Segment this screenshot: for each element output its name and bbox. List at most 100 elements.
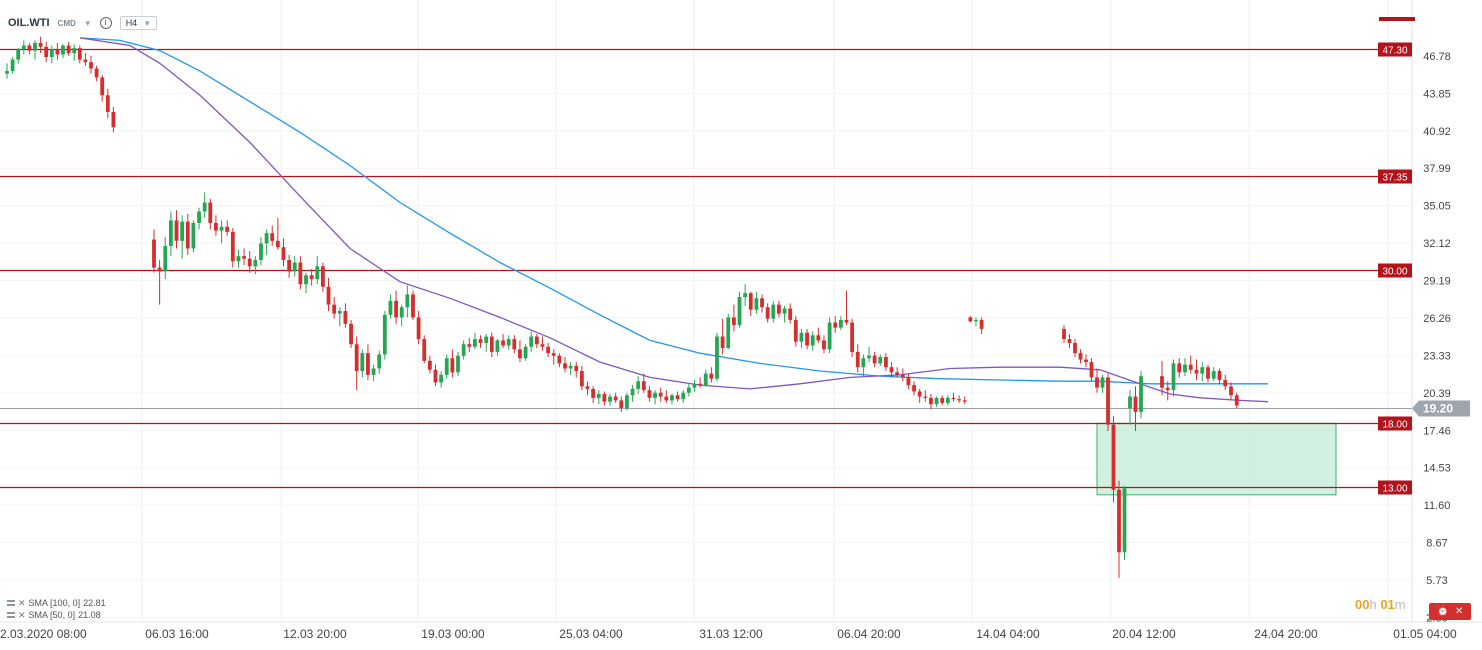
indicator-sma50[interactable]: ✕ SMA [50, 0] 21.08 <box>7 609 106 621</box>
candle-body <box>444 358 449 375</box>
candle-body <box>467 344 472 347</box>
y-tick-label: 40.92 <box>1423 126 1451 138</box>
candle-body <box>585 386 590 389</box>
candle-body <box>304 275 308 285</box>
candle-body <box>163 245 168 272</box>
candle-body <box>287 259 292 272</box>
candle-body <box>236 256 241 262</box>
candle <box>275 217 280 250</box>
candle-body <box>934 397 939 405</box>
candle-body <box>281 247 286 260</box>
candle <box>917 388 922 403</box>
candle <box>647 386 652 402</box>
candle-body <box>259 243 263 260</box>
candle <box>636 376 641 395</box>
candle-body <box>349 323 353 345</box>
candle <box>1100 374 1105 393</box>
candle <box>1133 386 1138 432</box>
candle <box>681 390 686 403</box>
close-icon[interactable]: ✕ <box>18 610 26 620</box>
candle-body <box>653 392 657 398</box>
indicator-label: SMA [50, 0] <box>28 610 76 620</box>
candle-body <box>270 233 275 241</box>
candle-body <box>1177 363 1182 373</box>
candle-body <box>105 95 110 112</box>
candle <box>185 214 190 255</box>
candle <box>557 353 562 368</box>
candle <box>77 45 82 64</box>
candle <box>72 44 77 61</box>
level-tag[interactable] <box>1378 169 1412 184</box>
level-tag[interactable] <box>1378 42 1412 57</box>
candle <box>788 303 793 324</box>
candle <box>534 334 539 349</box>
candle-body <box>371 368 376 375</box>
candle-body <box>506 339 511 346</box>
candle <box>236 249 241 268</box>
candle <box>1078 349 1083 364</box>
candle <box>1234 392 1239 409</box>
candle-body <box>174 220 179 241</box>
candle-body <box>1171 363 1176 391</box>
candle <box>456 351 460 377</box>
level-tag[interactable] <box>1378 480 1412 495</box>
candle-body <box>731 317 736 326</box>
level-tag[interactable] <box>1378 263 1412 278</box>
y-tick-label: 29.19 <box>1423 276 1451 288</box>
candle-body <box>940 397 945 403</box>
candle-body <box>906 377 911 386</box>
candle-body <box>382 314 387 355</box>
candle-body <box>760 298 764 308</box>
candle-body <box>512 339 517 350</box>
candle <box>225 220 230 236</box>
candle <box>720 318 725 355</box>
candle-body <box>923 396 928 398</box>
candle-body <box>38 42 43 47</box>
candle-body <box>61 45 65 55</box>
candle-body <box>945 397 950 403</box>
candle-body <box>518 349 522 359</box>
candle <box>427 355 432 374</box>
candle-body <box>726 317 731 349</box>
candle-body <box>461 344 466 356</box>
candle <box>473 332 477 350</box>
candle-body <box>1062 328 1066 340</box>
indicator-sma100[interactable]: ✕ SMA [100, 0] 22.81 <box>7 597 106 609</box>
candle <box>1206 364 1210 383</box>
candle <box>111 106 116 133</box>
candle <box>1073 339 1077 357</box>
candle <box>416 311 421 345</box>
candle <box>304 272 308 294</box>
candle-body <box>844 319 849 323</box>
candle-body <box>21 45 26 50</box>
chevron-down-icon[interactable]: ▼ <box>83 18 92 28</box>
candle <box>1211 367 1216 382</box>
candle-body <box>191 222 196 249</box>
candle <box>709 367 714 383</box>
candle-body <box>810 335 815 346</box>
candle-body <box>197 211 201 223</box>
settings-icon[interactable] <box>7 600 15 606</box>
candle <box>247 251 252 273</box>
candle <box>1160 360 1164 396</box>
alarm-button[interactable]: ⏰ ✕ <box>1429 603 1471 620</box>
demand-zone[interactable] <box>1096 422 1337 496</box>
candle <box>501 334 505 349</box>
close-icon[interactable]: ✕ <box>18 598 26 608</box>
candle-body <box>636 381 641 389</box>
candle <box>292 256 297 277</box>
candle <box>298 256 303 290</box>
symbol-label[interactable]: OIL.WTI <box>8 17 50 29</box>
candle-body <box>83 59 88 63</box>
timeframe-selector[interactable]: H4 ▼ <box>119 16 158 30</box>
candle-body <box>540 344 545 347</box>
candle-body <box>388 300 393 315</box>
candle-body <box>929 397 933 405</box>
level-tag[interactable] <box>1378 416 1412 431</box>
candle-body <box>264 233 269 244</box>
info-icon[interactable]: i <box>99 17 112 29</box>
candle <box>912 381 916 396</box>
settings-icon[interactable] <box>7 612 15 618</box>
chevron-down-icon: ▼ <box>143 18 152 28</box>
